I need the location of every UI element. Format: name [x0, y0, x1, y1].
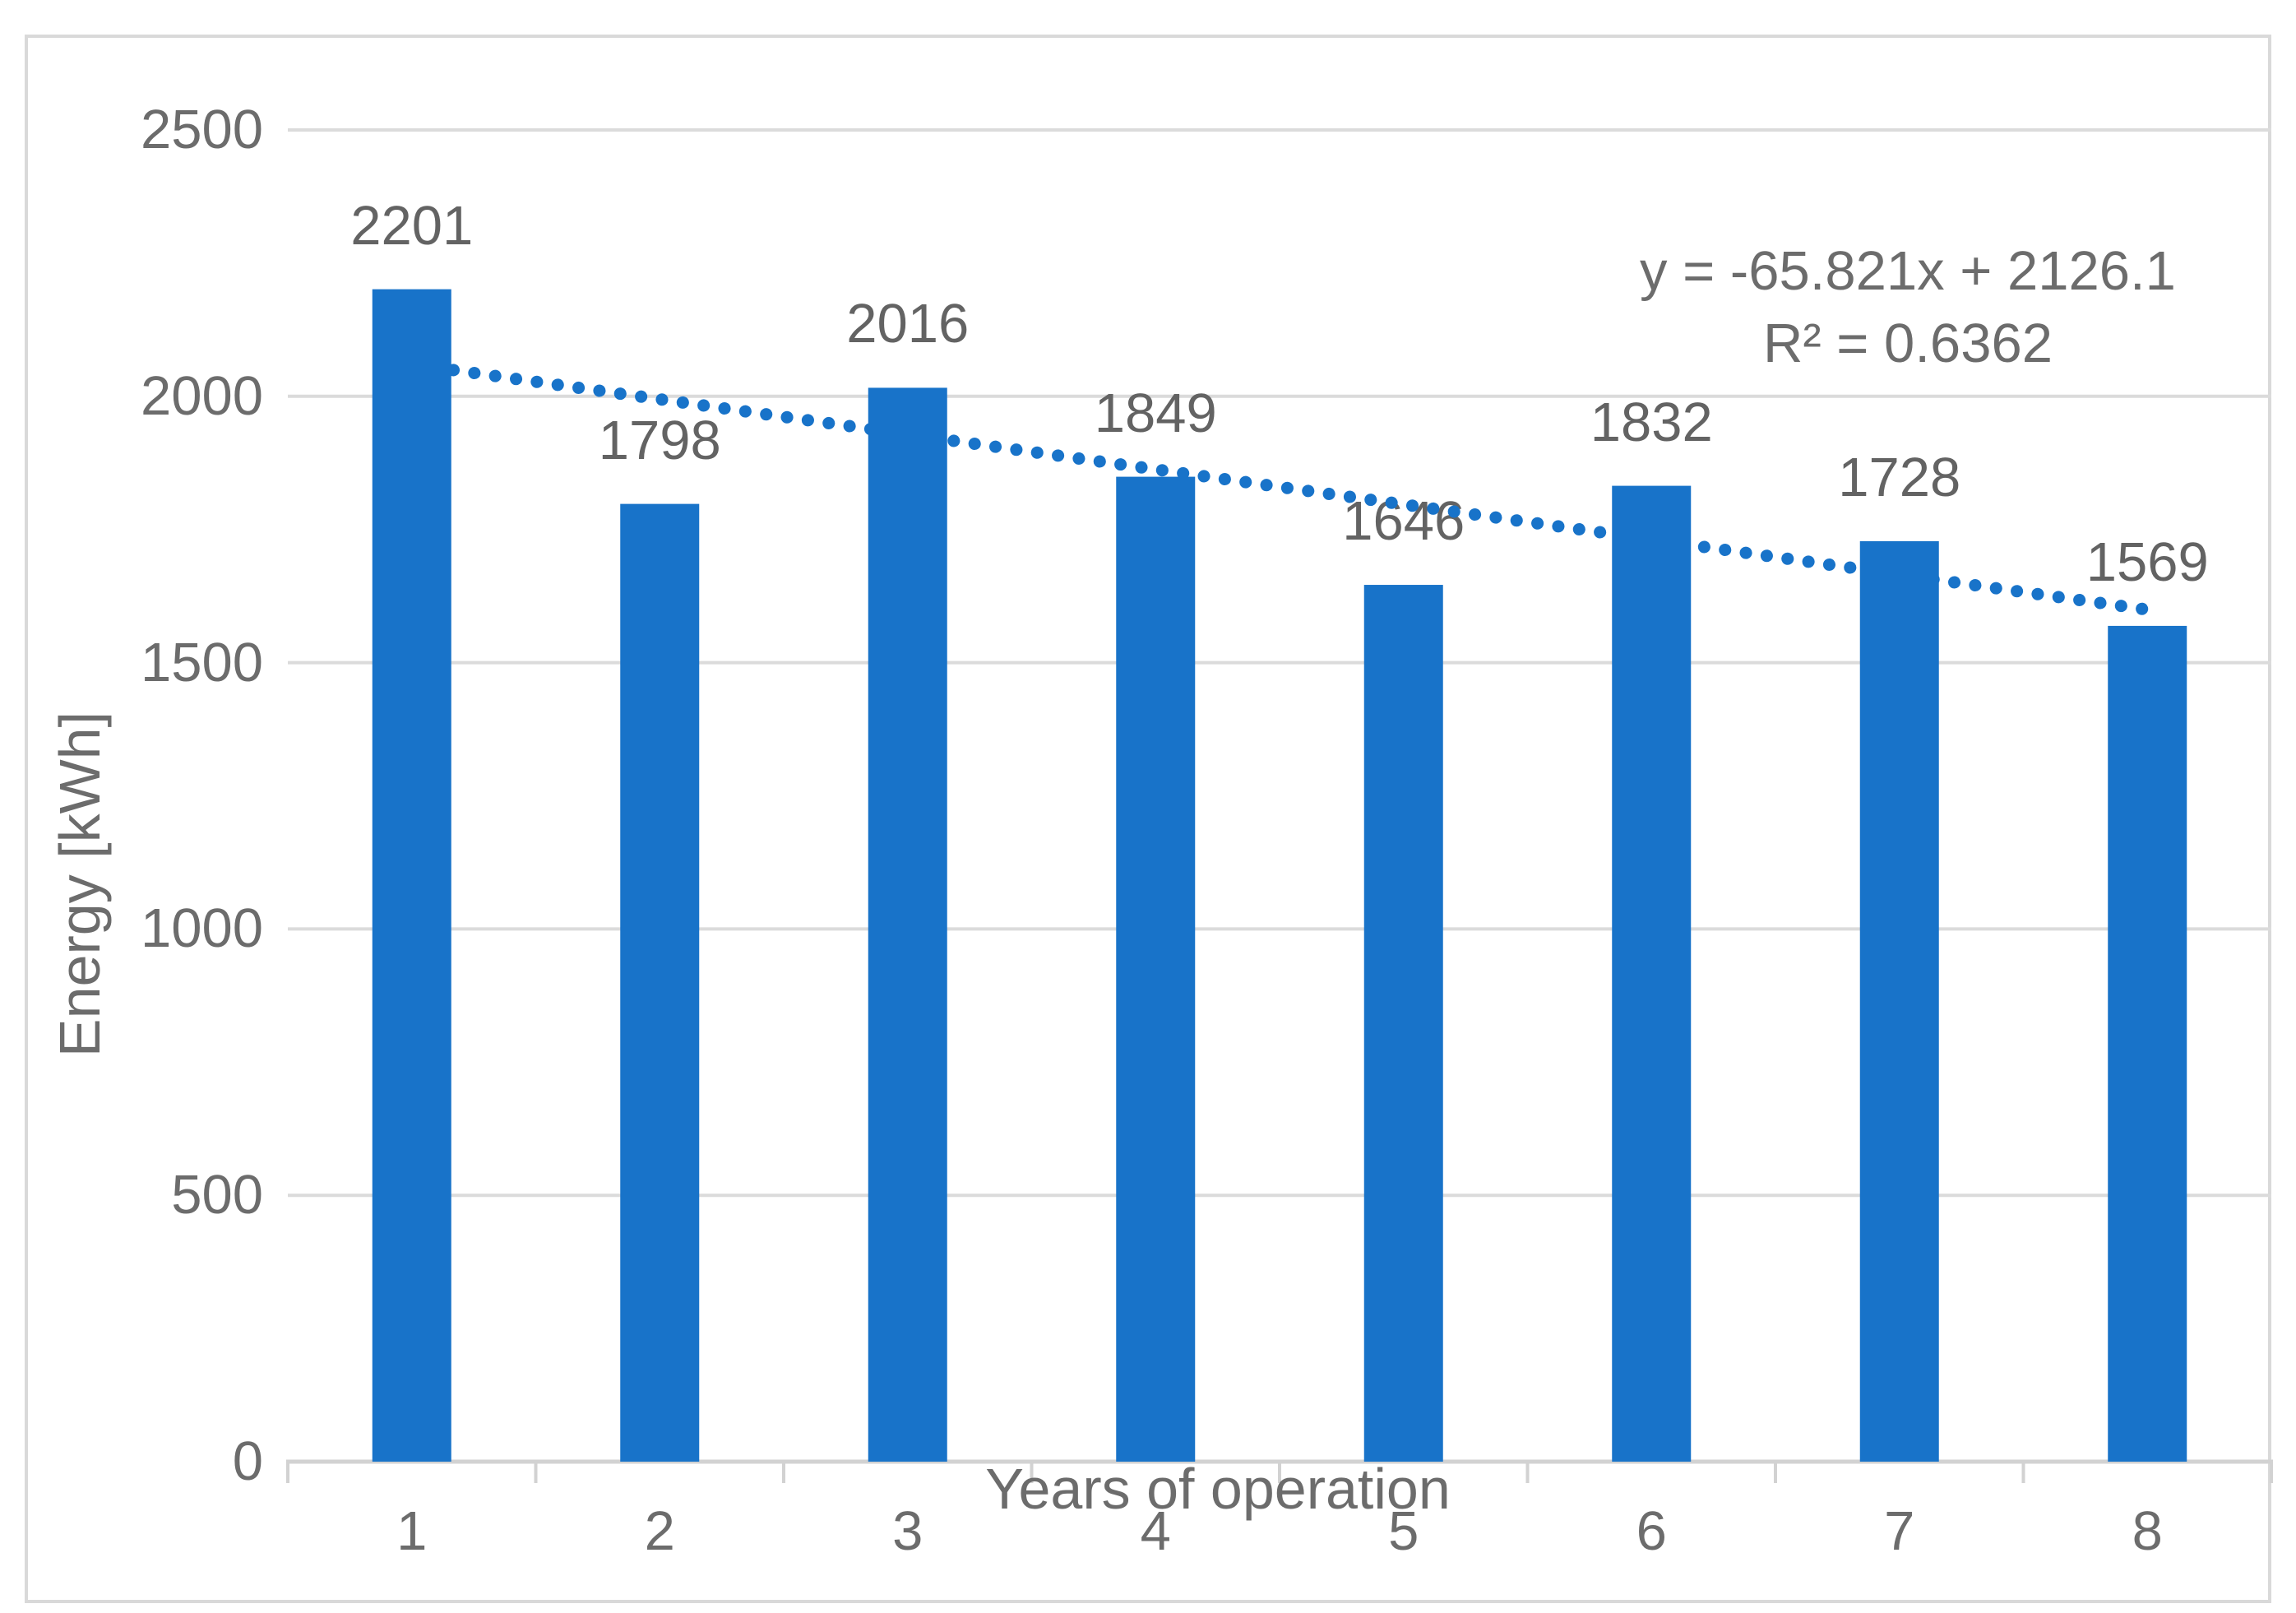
data-label-year-7: 1728	[1838, 446, 1961, 508]
trendline-r-squared-label: R² = 0.6362	[1763, 313, 2053, 374]
data-label-year-2: 1798	[598, 409, 721, 471]
data-label-year-6: 1832	[1590, 391, 1713, 453]
y-tick-label-2000: 2000	[140, 364, 263, 427]
bar-year-8	[2108, 625, 2187, 1462]
bar-year-7	[1859, 540, 1939, 1462]
x-tick-label-6: 6	[1636, 1500, 1667, 1562]
bar-year-5	[1363, 585, 1443, 1462]
trendline-equation-label: y = -65.821x + 2126.1	[1640, 240, 2176, 302]
y-tick-label-1500: 1500	[140, 631, 263, 693]
data-label-year-1: 2201	[350, 194, 474, 257]
x-tick-label-8: 8	[2132, 1500, 2163, 1562]
bar-year-1	[372, 289, 451, 1462]
bar-year-4	[1116, 476, 1196, 1462]
bar-year-3	[868, 387, 947, 1462]
data-label-year-4: 1849	[1094, 382, 1217, 444]
trendline-dotted	[405, 358, 2154, 616]
x-tick-label-7: 7	[1884, 1500, 1915, 1562]
x-tick-label-3: 3	[892, 1500, 923, 1562]
x-tick-label-4: 4	[1140, 1500, 1171, 1562]
data-label-year-8: 1569	[2085, 531, 2209, 593]
data-label-year-3: 2016	[846, 293, 970, 355]
x-tick-label-5: 5	[1388, 1500, 1419, 1562]
y-tick-label-1000: 1000	[140, 897, 263, 960]
x-tick-label-2: 2	[644, 1500, 675, 1562]
bar-year-2	[620, 503, 700, 1462]
bar-year-6	[1612, 485, 1692, 1462]
x-axis-title: Years of operation	[985, 1457, 1451, 1521]
y-tick-label-0: 0	[232, 1430, 263, 1492]
x-tick-label-1: 1	[396, 1500, 428, 1562]
y-tick-label-2500: 2500	[140, 99, 263, 160]
data-label-year-5: 1646	[1342, 490, 1465, 553]
y-tick-label-500: 500	[171, 1164, 263, 1226]
